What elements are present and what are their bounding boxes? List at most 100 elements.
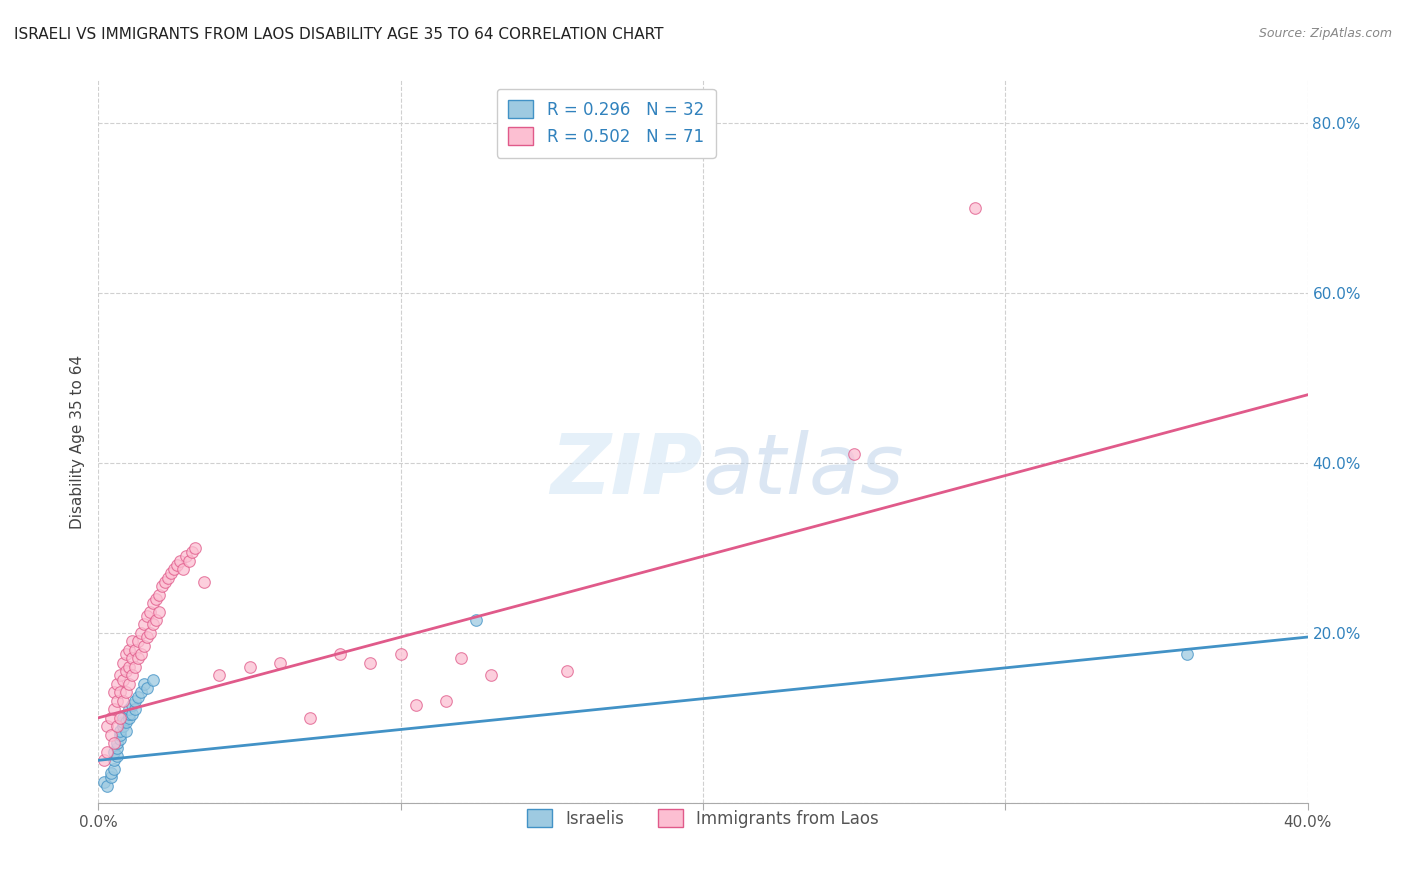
Point: [179, 553, 201, 567]
Point: [118, 660, 141, 674]
Point: [405, 698, 427, 712]
Point: [96, 745, 118, 759]
Point: [239, 660, 262, 674]
Point: [153, 574, 176, 589]
Point: [127, 690, 149, 704]
Point: [96, 779, 118, 793]
Point: [127, 651, 149, 665]
Text: atlas: atlas: [703, 430, 904, 511]
Point: [105, 719, 128, 733]
Point: [434, 694, 457, 708]
Point: [103, 753, 125, 767]
Point: [108, 723, 131, 738]
Point: [105, 749, 128, 764]
Point: [148, 588, 170, 602]
Point: [93, 753, 115, 767]
Point: [166, 558, 188, 572]
Point: [965, 201, 987, 215]
Point: [105, 694, 128, 708]
Point: [208, 668, 231, 682]
Point: [181, 545, 204, 559]
Point: [96, 719, 118, 733]
Point: [142, 673, 165, 687]
Point: [111, 673, 134, 687]
Point: [169, 553, 191, 567]
Point: [100, 711, 122, 725]
Point: [105, 740, 128, 755]
Point: [114, 723, 136, 738]
Point: [156, 570, 179, 584]
Point: [103, 685, 125, 699]
Point: [108, 732, 131, 747]
Point: [124, 694, 146, 708]
Point: [121, 698, 143, 712]
Point: [118, 711, 141, 725]
Point: [111, 694, 134, 708]
Point: [844, 447, 866, 461]
Point: [124, 660, 146, 674]
Point: [129, 685, 152, 699]
Point: [121, 706, 143, 721]
Point: [100, 728, 122, 742]
Point: [118, 702, 141, 716]
Point: [129, 647, 152, 661]
Point: [118, 642, 141, 657]
Point: [129, 625, 152, 640]
Text: ISRAELI VS IMMIGRANTS FROM LAOS DISABILITY AGE 35 TO 64 CORRELATION CHART: ISRAELI VS IMMIGRANTS FROM LAOS DISABILI…: [14, 27, 664, 42]
Point: [93, 774, 115, 789]
Y-axis label: Disability Age 35 to 64: Disability Age 35 to 64: [69, 354, 84, 529]
Point: [132, 617, 155, 632]
Point: [108, 685, 131, 699]
Point: [124, 642, 146, 657]
Point: [111, 656, 134, 670]
Point: [132, 639, 155, 653]
Point: [108, 711, 131, 725]
Point: [139, 625, 162, 640]
Point: [108, 728, 131, 742]
Text: ZIP: ZIP: [550, 430, 703, 511]
Point: [105, 677, 128, 691]
Point: [114, 664, 136, 678]
Point: [465, 613, 488, 627]
Point: [111, 711, 134, 725]
Point: [163, 562, 186, 576]
Point: [145, 591, 167, 606]
Point: [184, 541, 207, 555]
Point: [114, 714, 136, 729]
Point: [135, 681, 157, 695]
Point: [160, 566, 183, 581]
Point: [100, 766, 122, 780]
Point: [103, 762, 125, 776]
Point: [121, 668, 143, 682]
Point: [142, 617, 165, 632]
Point: [135, 630, 157, 644]
Point: [145, 613, 167, 627]
Point: [148, 605, 170, 619]
Point: [174, 549, 197, 564]
Point: [118, 677, 141, 691]
Point: [127, 634, 149, 648]
Point: [114, 685, 136, 699]
Point: [124, 702, 146, 716]
Point: [450, 651, 472, 665]
Point: [111, 719, 134, 733]
Point: [142, 596, 165, 610]
Point: [172, 562, 194, 576]
Point: [103, 702, 125, 716]
Point: [135, 608, 157, 623]
Point: [360, 656, 382, 670]
Point: [389, 647, 412, 661]
Point: [329, 647, 352, 661]
Point: [299, 711, 322, 725]
Point: [481, 668, 503, 682]
Point: [555, 664, 578, 678]
Point: [100, 770, 122, 784]
Point: [132, 677, 155, 691]
Point: [111, 714, 134, 729]
Point: [105, 736, 128, 750]
Point: [121, 651, 143, 665]
Legend: Israelis, Immigrants from Laos: Israelis, Immigrants from Laos: [517, 799, 889, 838]
Point: [103, 736, 125, 750]
Point: [139, 605, 162, 619]
Point: [103, 745, 125, 759]
